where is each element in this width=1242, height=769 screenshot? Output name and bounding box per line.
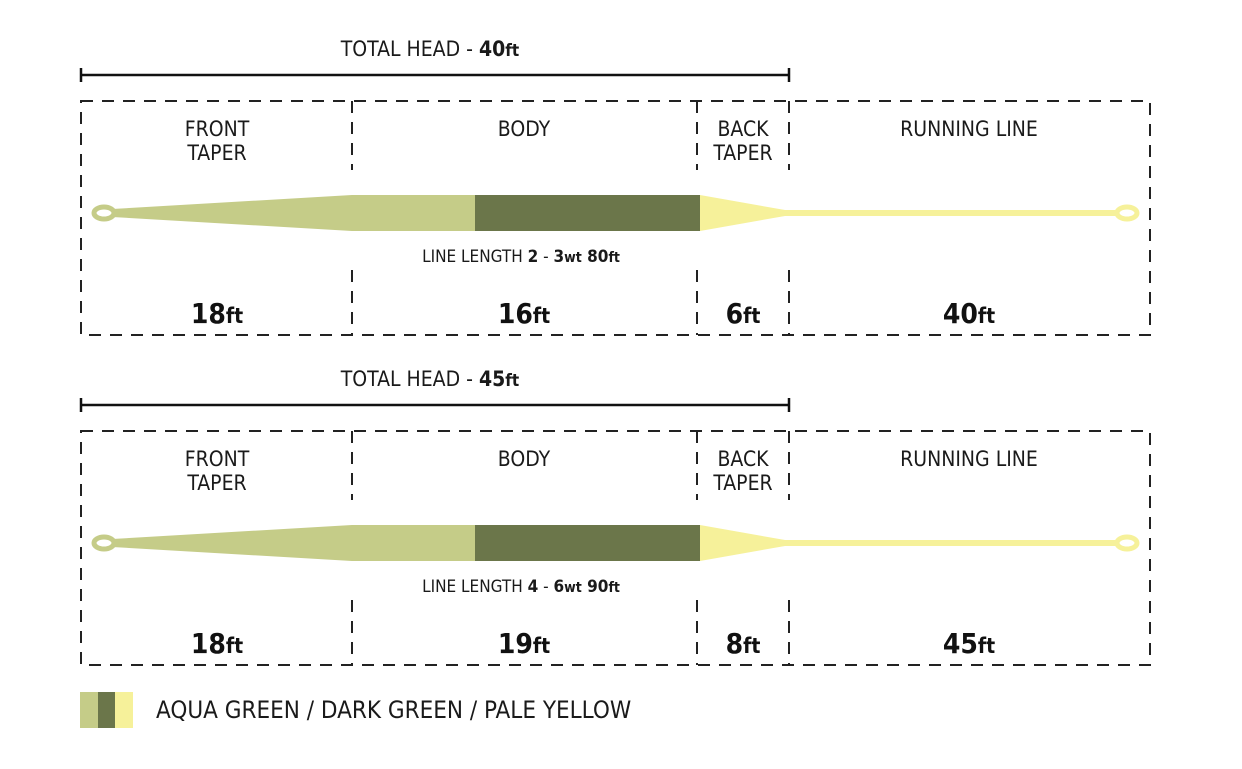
section-length: 19ft [498,627,550,660]
section-label: FRONT [185,117,250,141]
section-length: 40ft [943,297,995,330]
section-label: BACK [717,117,769,141]
section-length: 18ft [191,297,243,330]
section-box [80,100,1151,336]
legend-label: AQUA GREEN / DARK GREEN / PALE YELLOW [156,696,631,724]
legend-swatch-dark-green [98,692,115,728]
section-length: 6ft [726,297,761,330]
total-head-label: TOTAL HEAD - 40ft [340,37,519,61]
section-length: 16ft [498,297,550,330]
rear-loop [1114,534,1140,552]
color-legend: AQUA GREEN / DARK GREEN / PALE YELLOW [80,692,631,728]
section-label: RUNNING LINE [900,117,1038,141]
section-label: BACK [717,447,769,471]
section-label: BODY [498,117,551,141]
section-label: TAPER [186,471,246,495]
section-label: TAPER [186,141,246,165]
back-taper-running-line-segment [700,195,1118,231]
section-label: TAPER [712,141,772,165]
section-label: RUNNING LINE [900,447,1038,471]
total-head-label: TOTAL HEAD - 45ft [340,367,519,391]
line-length-label: LINE LENGTH 4 - 6wt 90ft [422,577,620,597]
body-segment [475,525,700,561]
front-taper-segment [112,525,475,561]
legend-swatch-aqua-green [80,692,98,728]
front-taper-segment [112,195,475,231]
rear-loop [1114,204,1140,222]
section-box [80,430,1151,666]
section-label: FRONT [185,447,250,471]
section-length: 18ft [191,627,243,660]
section-label: TAPER [712,471,772,495]
body-segment [475,195,700,231]
back-taper-running-line-segment [700,525,1118,561]
front-loop [91,204,117,222]
section-label: BODY [498,447,551,471]
front-loop [91,534,117,552]
line-length-label: LINE LENGTH 2 - 3wt 80ft [422,247,620,267]
legend-swatch-pale-yellow [115,692,133,728]
section-length: 8ft [726,627,761,660]
section-length: 45ft [943,627,995,660]
